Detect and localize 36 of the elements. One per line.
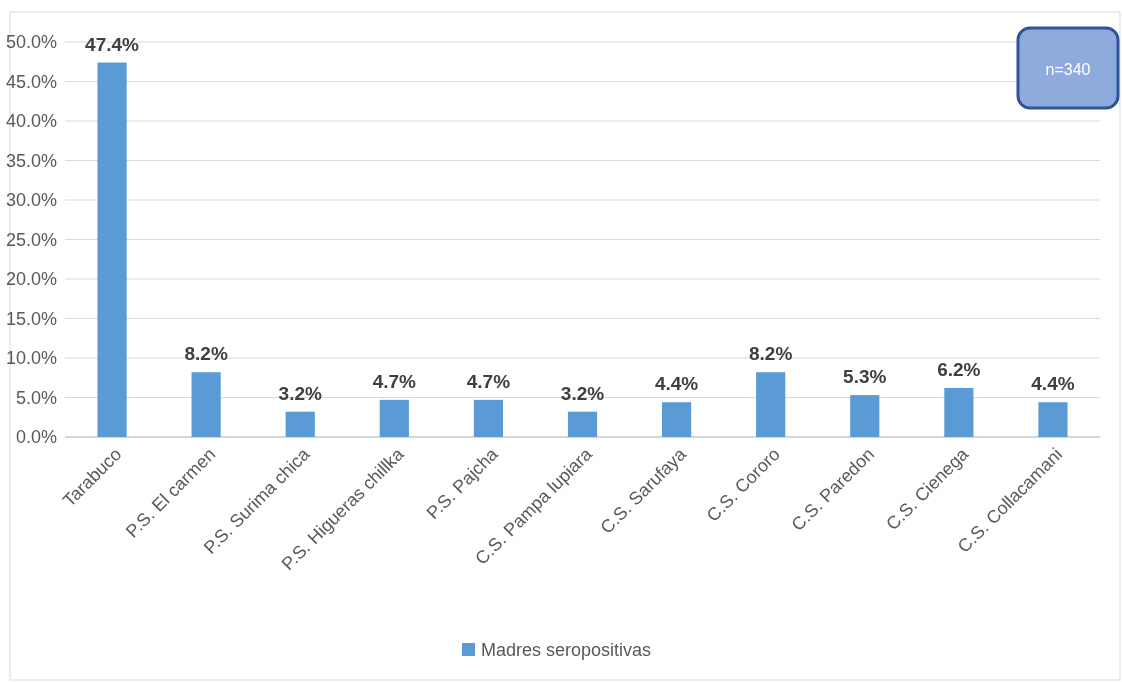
data-label: 3.2% bbox=[278, 382, 322, 404]
data-label: 47.4% bbox=[85, 33, 140, 55]
bar bbox=[473, 399, 503, 437]
bar bbox=[662, 402, 692, 437]
data-label: 8.2% bbox=[184, 343, 228, 365]
data-label: 5.3% bbox=[843, 366, 887, 388]
data-label: 8.2% bbox=[749, 343, 793, 365]
note-box: n=340 bbox=[1016, 26, 1120, 110]
legend-label: Madres seropositivas bbox=[481, 640, 652, 661]
y-tick-label: 30.0% bbox=[5, 190, 57, 211]
y-tick-label: 15.0% bbox=[5, 308, 57, 329]
bar bbox=[850, 395, 880, 437]
y-tick-label: 45.0% bbox=[5, 71, 57, 92]
data-label: 4.7% bbox=[466, 370, 511, 392]
y-tick-label: 50.0% bbox=[5, 32, 57, 53]
data-label: 6.2% bbox=[937, 359, 981, 381]
data-label: 4.4% bbox=[1031, 373, 1075, 395]
bar bbox=[285, 411, 315, 437]
bar bbox=[567, 411, 598, 437]
bar bbox=[756, 372, 786, 437]
annotation: n=340 bbox=[1045, 61, 1091, 78]
y-tick-label: 40.0% bbox=[5, 111, 57, 132]
bar bbox=[1038, 402, 1068, 437]
data-label: 3.2% bbox=[560, 382, 605, 404]
bar bbox=[191, 372, 221, 437]
bar bbox=[97, 62, 127, 437]
bar bbox=[944, 388, 974, 437]
y-tick-label: 5.0% bbox=[15, 387, 57, 408]
bar bbox=[379, 399, 409, 437]
data-label: 4.7% bbox=[372, 370, 417, 392]
y-tick-label: 0.0% bbox=[15, 427, 57, 448]
y-tick-label: 35.0% bbox=[5, 150, 57, 171]
y-tick-label: 25.0% bbox=[5, 229, 57, 250]
data-label: 4.4% bbox=[654, 373, 699, 395]
y-tick-label: 10.0% bbox=[5, 348, 57, 369]
y-tick-label: 20.0% bbox=[5, 269, 57, 290]
